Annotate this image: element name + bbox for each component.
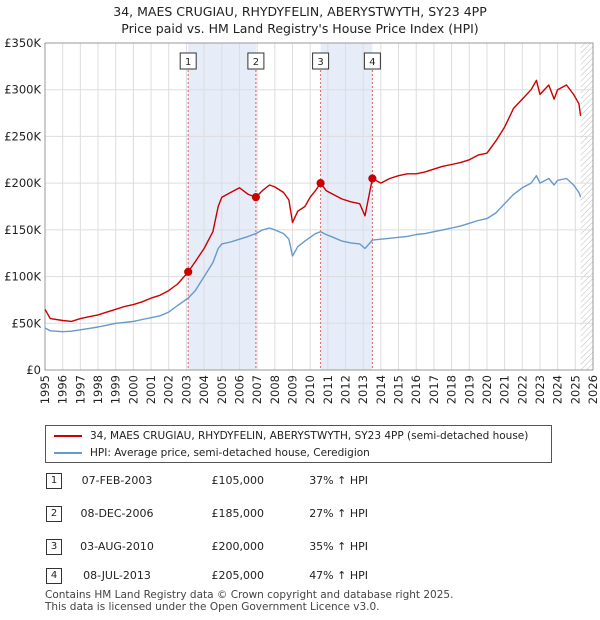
x-tick-label: 1997	[73, 375, 87, 404]
transaction-date: 03-AUG-2010	[80, 540, 154, 553]
transaction-number: 3	[46, 539, 62, 555]
x-tick-label: 1999	[109, 375, 123, 404]
legend-swatch-hpi	[54, 452, 82, 454]
legend-label-property: 34, MAES CRUGIAU, RHYDYFELIN, ABERYSTWYT…	[90, 430, 529, 442]
x-tick-label: 2010	[303, 375, 317, 404]
transaction-date: 07-FEB-2003	[81, 474, 153, 487]
y-tick-label: £150K	[4, 223, 41, 237]
x-tick-label: 2016	[409, 375, 423, 404]
sale-point	[184, 267, 193, 276]
transaction-price: £185,000	[211, 507, 265, 520]
transaction-number: 4	[46, 568, 62, 584]
x-tick-label: 2007	[250, 375, 264, 404]
x-tick-label: 2022	[515, 375, 529, 404]
y-tick-label: £250K	[4, 129, 41, 143]
property-price-line	[44, 79, 582, 323]
x-tick-label: 2011	[321, 375, 335, 404]
sale-point	[316, 179, 325, 188]
footer-copyright: Contains HM Land Registry data © Crown c…	[45, 589, 454, 601]
transaction-hpi-change: 47% ↑ HPI	[309, 569, 368, 582]
x-tick-label: 1998	[91, 375, 105, 404]
transaction-row: 3 03-AUG-2010 £200,000 35% ↑ HPI	[0, 538, 600, 560]
x-tick-label: 2019	[462, 375, 476, 404]
transaction-hpi-change: 27% ↑ HPI	[309, 507, 368, 520]
shaded-period	[320, 43, 373, 370]
forecast-hatch	[580, 43, 593, 370]
y-tick-label: £300K	[4, 83, 41, 97]
transaction-row: 4 08-JUL-2013 £205,000 47% ↑ HPI	[0, 567, 600, 589]
x-tick-label: 2021	[498, 375, 512, 404]
x-tick-label: 2005	[215, 375, 229, 404]
price-chart: 1 2 3 4 £0 £50K £100K £150K £200K £250K £300K £350K…	[4, 36, 600, 404]
sale-number-box	[363, 52, 381, 70]
sale-number-box	[179, 52, 197, 70]
transaction-row: 1 07-FEB-2003 £105,000 37% ↑ HPI	[0, 472, 600, 494]
legend: 34, MAES CRUGIAU, RHYDYFELIN, ABERYSTWYT…	[45, 425, 552, 463]
y-tick-label: £100K	[4, 270, 41, 284]
x-tick-label: 2001	[144, 375, 158, 404]
footer-licence: This data is licensed under the Open Gov…	[45, 601, 380, 613]
transaction-date: 08-DEC-2006	[80, 507, 154, 520]
transaction-price: £205,000	[211, 569, 265, 582]
x-tick-label: 2023	[533, 375, 547, 404]
hpi-line	[44, 175, 582, 333]
x-tick-label: 2002	[162, 375, 176, 404]
x-tick-label: 2000	[126, 375, 140, 404]
y-tick-label: £200K	[4, 176, 41, 190]
chart-subtitle: Price paid vs. HM Land Registry's House …	[121, 21, 479, 36]
x-tick-label: 1996	[56, 375, 70, 404]
x-tick-label: 2018	[445, 375, 459, 404]
legend-item-hpi: HPI: Average price, semi-detached house,…	[54, 445, 370, 461]
legend-item-property: 34, MAES CRUGIAU, RHYDYFELIN, ABERYSTWYT…	[54, 428, 528, 444]
sale-point	[251, 193, 260, 202]
plot-area	[45, 43, 593, 370]
x-tick-label: 2025	[568, 375, 582, 404]
sale-number-box	[312, 52, 330, 70]
sale-number-box	[247, 52, 265, 70]
x-tick-label: 2006	[232, 375, 246, 404]
y-tick-label: £0	[26, 363, 41, 377]
y-tick-label: £50K	[12, 316, 42, 330]
x-tick-label: 2026	[586, 375, 600, 404]
legend-swatch-property	[54, 435, 82, 437]
x-tick-label: 2024	[551, 375, 565, 404]
transaction-number: 1	[46, 473, 62, 489]
sale-number-label: 3	[317, 57, 323, 68]
sale-number-label: 2	[253, 57, 259, 68]
transaction-number: 2	[46, 506, 62, 522]
transaction-hpi-change: 35% ↑ HPI	[309, 540, 368, 553]
plot-frame	[44, 42, 594, 371]
transaction-price: £105,000	[211, 474, 265, 487]
transaction-hpi-change: 37% ↑ HPI	[309, 474, 368, 487]
sale-point	[368, 174, 377, 183]
chart-title: 34, MAES CRUGIAU, RHYDYFELIN, ABERYSTWYT…	[113, 4, 487, 19]
footer: Contains HM Land Registry data © Crown c…	[45, 589, 453, 613]
transaction-price: £200,000	[211, 540, 265, 553]
x-tick-label: 2014	[374, 375, 388, 404]
transaction-date: 08-JUL-2013	[83, 569, 151, 582]
x-tick-label: 2009	[285, 375, 299, 404]
x-tick-label: 2017	[427, 375, 441, 404]
x-tick-label: 2013	[356, 375, 370, 404]
x-tick-label: 2012	[339, 375, 353, 404]
x-tick-label: 2004	[197, 375, 211, 404]
sale-number-label: 1	[185, 57, 191, 68]
x-tick-label: 2008	[268, 375, 282, 404]
x-tick-label: 2003	[179, 375, 193, 404]
x-tick-label: 1995	[38, 375, 52, 404]
x-tick-label: 2015	[392, 375, 406, 404]
sale-number-label: 4	[369, 57, 375, 68]
x-tick-label: 2020	[480, 375, 494, 404]
legend-label-hpi: HPI: Average price, semi-detached house,…	[90, 447, 370, 459]
y-tick-label: £350K	[4, 36, 41, 50]
transaction-row: 2 08-DEC-2006 £185,000 27% ↑ HPI	[0, 505, 600, 527]
